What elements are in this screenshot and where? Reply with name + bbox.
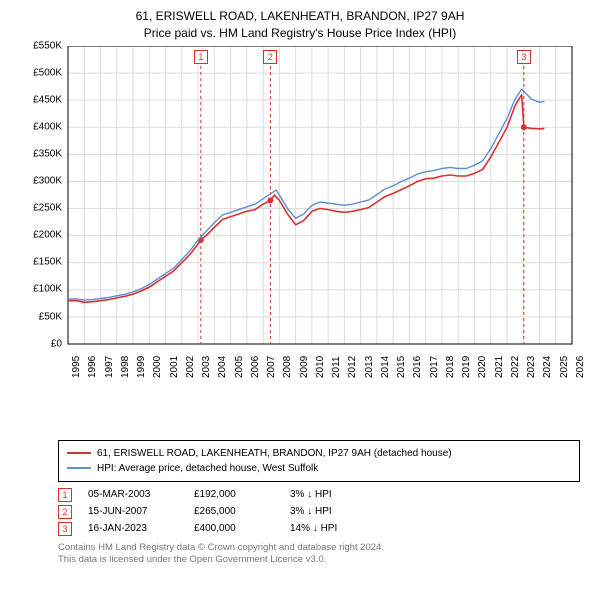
x-tick-label: 1998	[120, 355, 131, 377]
y-tick-label: £0	[51, 338, 62, 349]
sale-marker-1: 2	[58, 505, 72, 519]
x-tick-label: 2011	[331, 356, 342, 378]
x-tick-label: 2018	[445, 355, 456, 377]
x-tick-label: 2024	[542, 355, 553, 377]
chart-area: £0 £50K £100K £150K £200K £250K £300K £350K £400…	[20, 46, 580, 406]
sale-diff-0: 3% ↓ HPI	[290, 489, 370, 500]
x-tick-label: 2026	[575, 355, 586, 377]
sale-row-1: 2 15-JUN-2007 £265,000 3% ↓ HPI	[58, 505, 580, 519]
x-tick-label: 2023	[526, 355, 537, 377]
legend-swatch-1	[67, 467, 91, 469]
chart-marker-3: 3	[517, 50, 531, 64]
legend-row-0: 61, ERISWELL ROAD, LAKENHEATH, BRANDON, …	[67, 446, 571, 461]
footer-note: Contains HM Land Registry data © Crown c…	[58, 542, 580, 567]
x-tick-label: 2016	[412, 355, 423, 377]
x-tick-label: 2003	[201, 355, 212, 377]
y-tick-label: £300K	[33, 176, 62, 187]
sale-diff-2: 14% ↓ HPI	[290, 523, 370, 534]
sale-diff-1: 3% ↓ HPI	[290, 506, 370, 517]
chart-marker-1: 1	[194, 50, 208, 64]
sale-row-2: 3 16-JAN-2023 £400,000 14% ↓ HPI	[58, 522, 580, 536]
x-tick-label: 2002	[185, 355, 196, 377]
x-tick-label: 2004	[217, 355, 228, 377]
chart-svg	[20, 46, 580, 406]
x-tick-label: 2000	[152, 355, 163, 377]
y-tick-label: £400K	[33, 121, 62, 132]
x-tick-label: 2021	[494, 355, 505, 377]
x-tick-label: 1996	[87, 355, 98, 377]
y-tick-label: £150K	[33, 257, 62, 268]
legend-swatch-0	[67, 452, 91, 454]
x-tick-label: 2013	[364, 355, 375, 377]
x-tick-label: 2005	[234, 355, 245, 377]
sale-row-0: 1 05-MAR-2003 £192,000 3% ↓ HPI	[58, 488, 580, 502]
y-tick-label: £550K	[33, 40, 62, 51]
x-tick-label: 2010	[315, 355, 326, 377]
legend-row-1: HPI: Average price, detached house, West…	[67, 461, 571, 476]
x-tick-label: 2022	[510, 355, 521, 377]
sale-marker-0: 1	[58, 488, 72, 502]
x-tick-label: 2008	[282, 355, 293, 377]
sale-date-2: 16-JAN-2023	[88, 523, 178, 534]
x-tick-label: 2020	[477, 355, 488, 377]
chart-container: 61, ERISWELL ROAD, LAKENHEATH, BRANDON, …	[0, 0, 600, 590]
sales-table: 1 05-MAR-2003 £192,000 3% ↓ HPI 2 15-JUN…	[58, 488, 580, 536]
x-tick-label: 2006	[250, 355, 261, 377]
title-line-1: 61, ERISWELL ROAD, LAKENHEATH, BRANDON, …	[10, 8, 590, 25]
legend-box: 61, ERISWELL ROAD, LAKENHEATH, BRANDON, …	[58, 440, 580, 482]
chart-title-block: 61, ERISWELL ROAD, LAKENHEATH, BRANDON, …	[10, 8, 590, 42]
x-tick-label: 2007	[266, 355, 277, 377]
y-tick-label: £500K	[33, 67, 62, 78]
y-tick-label: £450K	[33, 94, 62, 105]
y-tick-label: £350K	[33, 148, 62, 159]
x-tick-label: 2012	[347, 355, 358, 377]
x-tick-label: 2019	[461, 355, 472, 377]
sale-date-0: 05-MAR-2003	[88, 489, 178, 500]
x-tick-label: 1995	[71, 355, 82, 377]
y-tick-label: £250K	[33, 203, 62, 214]
title-line-2: Price paid vs. HM Land Registry's House …	[10, 25, 590, 42]
footer-line-2: This data is licensed under the Open Gov…	[58, 554, 580, 566]
sale-price-2: £400,000	[194, 523, 274, 534]
footer-line-1: Contains HM Land Registry data © Crown c…	[58, 542, 580, 554]
y-tick-label: £200K	[33, 230, 62, 241]
y-tick-label: £100K	[33, 284, 62, 295]
x-tick-label: 2001	[169, 355, 180, 377]
x-tick-label: 2009	[299, 355, 310, 377]
legend-label-1: HPI: Average price, detached house, West…	[97, 461, 318, 476]
sale-date-1: 15-JUN-2007	[88, 506, 178, 517]
x-tick-label: 2025	[559, 355, 570, 377]
sale-price-0: £192,000	[194, 489, 274, 500]
x-tick-label: 2017	[429, 355, 440, 377]
chart-marker-2: 2	[263, 50, 277, 64]
y-tick-label: £50K	[39, 311, 62, 322]
sale-price-1: £265,000	[194, 506, 274, 517]
x-tick-label: 1997	[104, 355, 115, 377]
x-tick-label: 2015	[396, 355, 407, 377]
x-tick-label: 2014	[380, 355, 391, 377]
legend-label-0: 61, ERISWELL ROAD, LAKENHEATH, BRANDON, …	[97, 446, 452, 461]
sale-marker-2: 3	[58, 522, 72, 536]
x-tick-label: 1999	[136, 355, 147, 377]
